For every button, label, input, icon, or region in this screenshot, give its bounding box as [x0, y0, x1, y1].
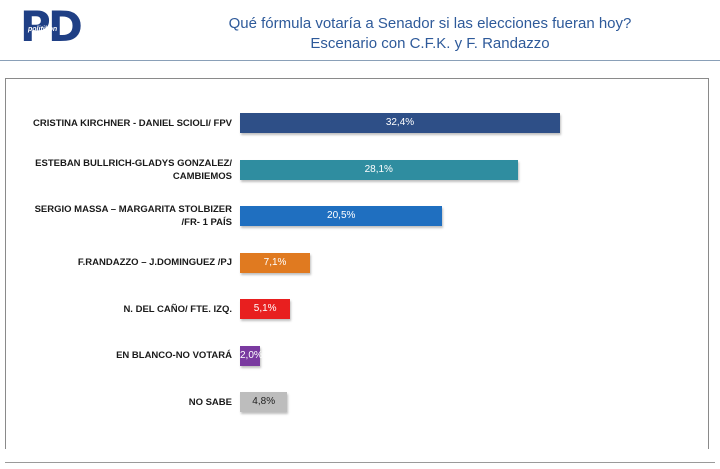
category-label: N. DEL CAÑO/ FTE. IZQ. [123, 303, 232, 315]
category-label: EN BLANCO-NO VOTARÁ [116, 350, 232, 361]
chart-subtitle: Escenario con C.F.K. y F. Randazzo [310, 35, 550, 52]
divider [5, 462, 715, 463]
data-label: 28,1% [364, 163, 393, 175]
chart-frame [5, 78, 709, 449]
category-label: ESTEBAN BULLRICH-GLADYS GONZALEZ/ CAMBIE… [35, 157, 232, 182]
chart-titles: Qué fórmula votaría a Senador si las ele… [150, 14, 710, 54]
chart-title: Qué fórmula votaría a Senador si las ele… [228, 15, 632, 32]
bar [240, 159, 518, 180]
data-label: 7,1% [263, 256, 287, 268]
bar [240, 299, 291, 319]
bar [240, 206, 443, 226]
data-label: 20,5% [327, 210, 356, 221]
data-label: 5,1% [253, 303, 277, 314]
bar [240, 113, 560, 133]
data-label: 4,8% [252, 396, 276, 407]
category-label: NO SABE [188, 396, 232, 408]
bar [240, 345, 260, 366]
data-label: 32,4% [385, 117, 415, 128]
category-label: SERGIO MASSA – MARGARITA STOLBIZER /FR- … [34, 204, 232, 228]
bar [240, 252, 311, 273]
category-label: CRISTINA KIRCHNER - DANIEL SCIOLI/ FPV [33, 117, 232, 129]
bar [240, 392, 288, 412]
category-label: F.RANDAZZO – J.DOMINGUEZ /PJ [77, 257, 232, 268]
data-label: 2,0% [240, 349, 263, 361]
